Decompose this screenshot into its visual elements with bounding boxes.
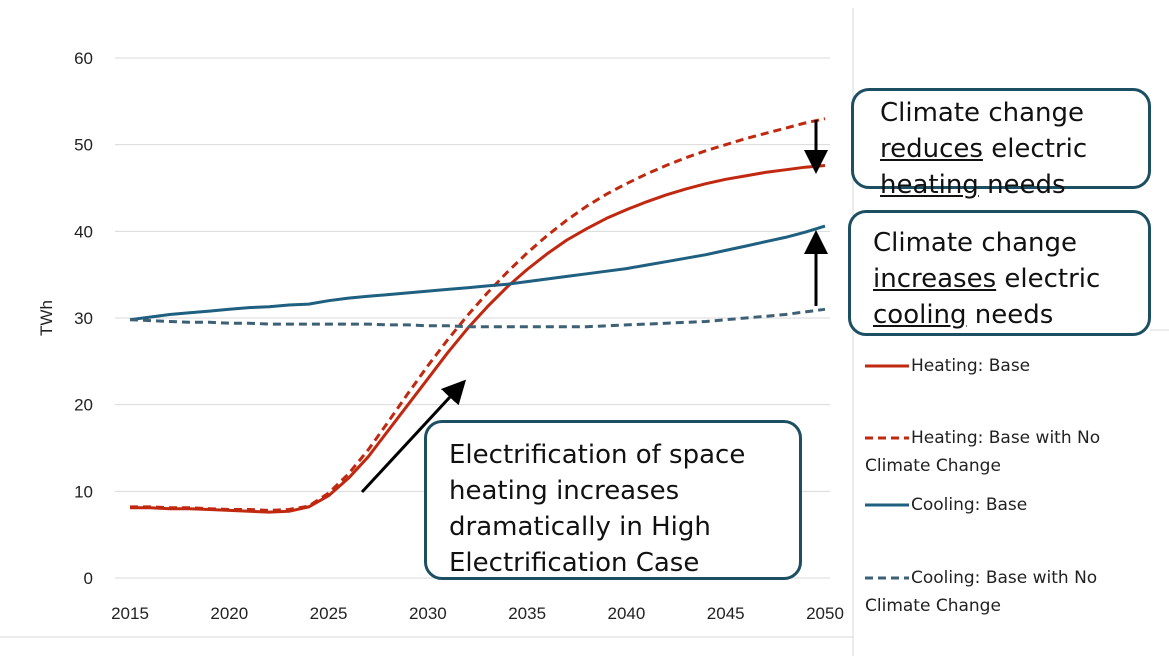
annotation-line: Climate change	[880, 95, 1148, 131]
series-line	[129, 307, 826, 329]
legend-swatch	[865, 364, 909, 368]
annotation-line: cooling needs	[873, 297, 1148, 333]
annotation-text: cooling	[873, 300, 967, 330]
legend-label: Heating: Base with No Climate Change	[865, 428, 1101, 476]
legend-swatch	[865, 576, 909, 580]
x-tick-label: 2045	[707, 604, 745, 623]
x-tick-label: 2035	[508, 604, 546, 623]
x-tick-label: 2020	[210, 604, 248, 623]
x-tick-label: 2015	[111, 604, 149, 623]
annotation-text: increases	[873, 264, 997, 294]
legend-swatch	[865, 503, 909, 507]
y-tick-label: 0	[84, 569, 93, 588]
y-tick-label: 50	[74, 136, 93, 155]
annotation-text: needs	[966, 300, 1054, 330]
legend-item: Cooling: Base	[865, 491, 1165, 519]
legend-label: Heating: Base	[911, 356, 1031, 376]
y-tick-label: 40	[74, 222, 93, 241]
annotation-line: Electrification of space	[449, 437, 799, 473]
legend-label: Cooling: Base	[911, 495, 1028, 515]
annotation-line: increases electric	[873, 261, 1148, 297]
annotation-text: Climate change	[873, 228, 1078, 258]
y-tick-label: 30	[74, 309, 93, 328]
annotation-text: electric	[982, 134, 1088, 164]
arrow	[360, 379, 467, 494]
annotation-text: heating increases	[449, 476, 680, 506]
x-tick-label: 2025	[310, 604, 348, 623]
series-line	[130, 117, 826, 512]
y-tick-label: 10	[74, 482, 93, 501]
legend-item: Heating: Base	[865, 352, 1165, 380]
annotation-box: Climate change increases electric cooling …	[848, 210, 1151, 336]
annotation-text: electric	[996, 264, 1101, 294]
y-axis-label: TWh	[37, 300, 56, 336]
legend-item: Heating: Base with No Climate Change	[865, 424, 1165, 480]
y-tick-label: 60	[74, 49, 93, 68]
legend-label: Cooling: Base with No Climate Change	[865, 568, 1098, 616]
annotation-box: Electrification of space heating increase…	[424, 420, 802, 580]
series-line	[130, 164, 826, 514]
annotation-text: heating	[880, 170, 979, 200]
annotation-text: Electrification Case	[449, 548, 700, 578]
annotation-line: heating needs	[880, 167, 1148, 203]
annotation-text: dramatically in High	[449, 512, 711, 542]
annotation-line: Climate change	[873, 225, 1148, 261]
annotation-text: needs	[978, 170, 1066, 200]
annotation-box: Climate change reduces electric heating ne…	[851, 88, 1151, 200]
legend-item: Cooling: Base with No Climate Change	[865, 564, 1165, 620]
legend-swatch	[865, 436, 909, 440]
x-tick-label: 2040	[608, 604, 646, 623]
series-line	[129, 224, 826, 322]
annotation-line: reduces electric	[880, 131, 1148, 167]
annotation-line: dramatically in High	[449, 509, 799, 545]
annotation-line: heating increases	[449, 473, 799, 509]
y-tick-label: 20	[74, 396, 93, 415]
annotation-line: Electrification Case	[449, 545, 799, 581]
annotation-text: Electrification of space	[449, 440, 746, 470]
annotation-text: Climate change	[880, 98, 1085, 128]
x-tick-label: 2050	[806, 604, 844, 623]
x-tick-label: 2030	[409, 604, 447, 623]
annotation-text: reduces	[880, 134, 983, 164]
